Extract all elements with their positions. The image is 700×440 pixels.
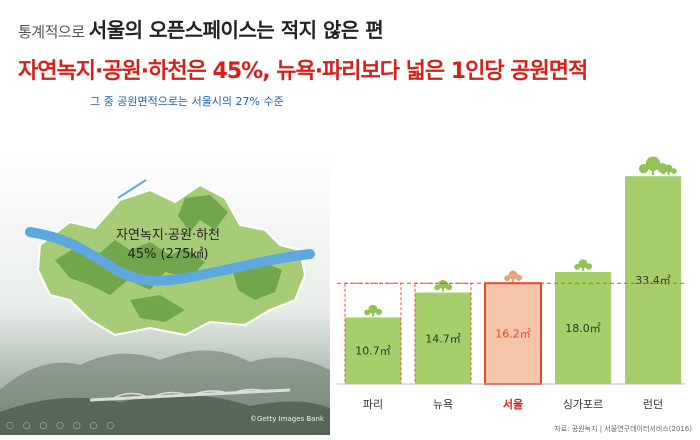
green-area-south — [130, 295, 185, 322]
bar-chart: 10.7㎡ 파리 14.7㎡ 뉴욕 16.2㎡ 서울 18.0㎡ 싱가포르 33.4㎡ 런던 자료… — [335, 150, 700, 440]
source-note: 자료: 공원녹지 | 서울연구데이터서비스(2016) — [554, 425, 692, 433]
kicker: 통계적으로 서울의 오픈스페이스는 적지 않은 편 — [18, 14, 688, 43]
social-icons: ○ ○ ○ ○ ○ ○ ○ — [6, 421, 118, 431]
kicker-headline: 서울의 오픈스페이스는 적지 않은 편 — [88, 18, 384, 42]
category-label-3: 서울 — [503, 397, 523, 411]
bar-chart-svg: 10.7㎡ 파리 14.7㎡ 뉴욕 16.2㎡ 서울 18.0㎡ 싱가포르 33.4㎡ 런던 — [337, 156, 685, 411]
value-label-3: 16.2㎡ — [495, 328, 531, 341]
category-label-1: 파리 — [363, 398, 383, 411]
tree-icon-4 — [574, 259, 592, 271]
kicker-small: 통계적으로 — [18, 23, 85, 41]
value-label-4: 18.0㎡ — [565, 322, 601, 335]
header: 통계적으로 서울의 오픈스페이스는 적지 않은 편 자연녹지·공원·하천은 45… — [18, 14, 688, 109]
stream — [117, 179, 147, 199]
seoul-map-panel: 자연녹지·공원·하천 45% (275㎢) ©Getty Images Bank… — [0, 150, 330, 435]
bar-4 — [555, 272, 611, 384]
map-label-line1: 자연녹지·공원·하천 — [116, 228, 220, 243]
map-label-line2: 45% (275㎢) — [128, 247, 209, 262]
category-label-2: 뉴욕 — [433, 398, 453, 411]
han-river — [25, 227, 315, 286]
subtitle: 그 중 공원면적으로는 서울시의 27% 수준 — [90, 95, 284, 108]
tree-icon-3 — [504, 270, 522, 283]
page-title: 자연녹지·공원·하천은 45%, 뉴욕·파리보다 넓은 1인당 공원면적 — [18, 59, 588, 84]
tree-icon-5 — [638, 156, 668, 176]
bridge — [89, 388, 291, 402]
bar-5 — [625, 176, 681, 384]
seoul-map: 자연녹지·공원·하천 45% (275㎢) — [0, 150, 330, 435]
bar-1 — [345, 317, 401, 384]
tree-icon-1 — [364, 304, 382, 317]
category-label-5: 런던 — [643, 398, 663, 411]
photo-credit: ©Getty Images Bank — [250, 415, 324, 423]
tree-icon-5-b — [660, 164, 677, 176]
category-label-4: 싱가포르 — [563, 398, 603, 411]
tree-icon-2 — [434, 279, 452, 292]
value-label-1: 10.7㎡ — [355, 345, 391, 358]
mountains-near — [0, 394, 330, 435]
bar-3 — [484, 282, 542, 385]
value-label-2: 14.7㎡ — [425, 332, 461, 345]
value-label-5: 33.4㎡ — [635, 274, 671, 287]
green-area-north — [178, 195, 228, 232]
bar-2 — [415, 292, 471, 384]
